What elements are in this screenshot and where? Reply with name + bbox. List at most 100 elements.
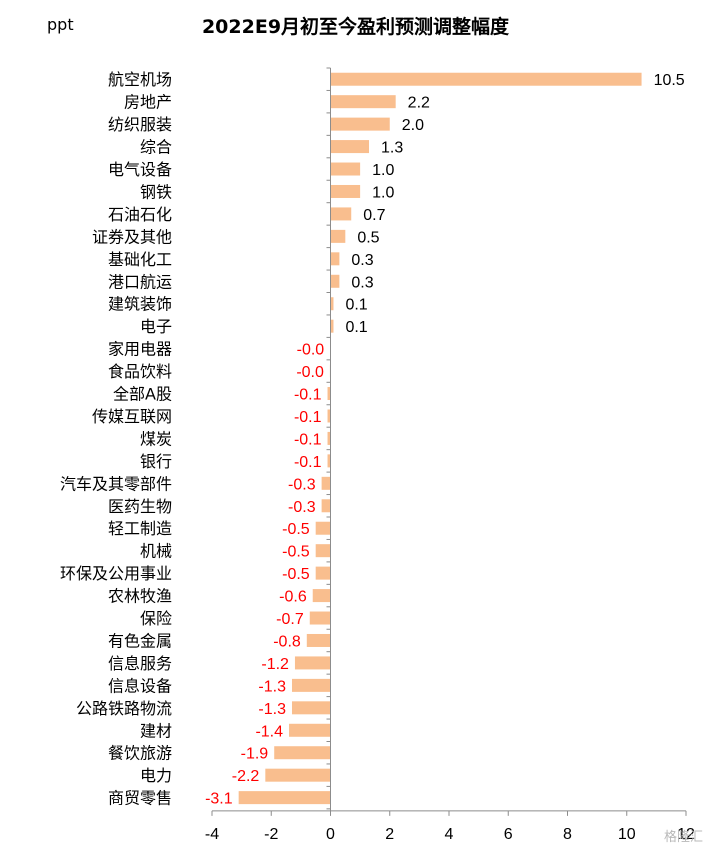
category-label: 汽车及其零部件 xyxy=(60,474,172,493)
category-label: 电气设备 xyxy=(108,160,172,179)
data-label: -0.1 xyxy=(294,454,322,471)
data-label: 0.5 xyxy=(357,229,379,246)
data-label: -0.5 xyxy=(282,521,310,538)
unit-label: ppt xyxy=(47,15,74,34)
watermark: 格隆汇 xyxy=(663,830,703,845)
category-label: 煤炭 xyxy=(140,429,172,448)
bar xyxy=(330,140,370,154)
category-label: 公路铁路物流 xyxy=(76,699,172,718)
data-label: -0.1 xyxy=(294,387,322,404)
data-label: -2.2 xyxy=(232,768,260,785)
bar xyxy=(274,746,331,760)
x-tick-label: -4 xyxy=(205,826,219,843)
bar xyxy=(330,252,340,266)
bar xyxy=(315,544,331,558)
data-label: -3.1 xyxy=(205,791,233,808)
category-label: 银行 xyxy=(140,452,172,471)
data-label: -0.1 xyxy=(294,409,322,426)
category-label: 建筑装饰 xyxy=(108,295,172,314)
data-label: -0.0 xyxy=(297,342,325,359)
bar xyxy=(265,768,331,782)
category-label: 钢铁 xyxy=(140,182,172,201)
data-label: -1.4 xyxy=(255,723,283,740)
x-tick-label: 8 xyxy=(563,826,572,843)
data-label: 1.0 xyxy=(372,162,394,179)
data-label: -0.7 xyxy=(276,611,304,628)
category-label: 港口航运 xyxy=(108,272,172,291)
chart-title: 2022E9月初至今盈利预测调整幅度 xyxy=(201,16,510,38)
category-label: 基础化工 xyxy=(108,250,172,269)
bar xyxy=(330,95,396,109)
data-label: 0.3 xyxy=(351,274,373,291)
data-label: -0.1 xyxy=(294,431,322,448)
x-tick-label: -2 xyxy=(264,826,278,843)
category-label: 信息设备 xyxy=(108,676,172,695)
category-label: 农林牧渔 xyxy=(108,587,172,606)
bar xyxy=(330,229,346,243)
bar xyxy=(321,476,331,490)
data-label: -0.5 xyxy=(282,544,310,561)
bar xyxy=(330,297,334,311)
bar xyxy=(321,499,331,513)
category-label: 信息服务 xyxy=(108,654,172,673)
data-label: 10.5 xyxy=(654,72,685,89)
data-label: 0.1 xyxy=(345,297,367,314)
x-tick-label: 2 xyxy=(385,826,394,843)
category-label: 有色金属 xyxy=(108,631,172,650)
x-tick-label: 6 xyxy=(504,826,513,843)
bar xyxy=(330,207,352,221)
bar xyxy=(327,409,331,423)
bar xyxy=(330,162,361,176)
category-label: 食品饮料 xyxy=(108,362,172,381)
category-label: 房地产 xyxy=(124,93,172,112)
bar xyxy=(327,431,331,445)
data-label: -1.3 xyxy=(258,678,286,695)
category-label: 建材 xyxy=(140,721,172,740)
x-tick-label: 0 xyxy=(326,826,335,843)
data-label: -0.6 xyxy=(279,589,307,606)
data-label: 0.1 xyxy=(345,319,367,336)
bar xyxy=(289,723,331,737)
bar xyxy=(330,72,642,86)
data-label: 1.3 xyxy=(381,140,403,157)
x-tick-label: 12 xyxy=(677,826,695,843)
category-label: 航空机场 xyxy=(108,70,172,89)
category-label: 传媒互联网 xyxy=(92,407,172,426)
bar xyxy=(330,184,361,198)
data-label: -0.3 xyxy=(288,476,316,493)
data-label: -0.5 xyxy=(282,566,310,583)
bar xyxy=(238,791,331,805)
bar xyxy=(315,566,331,580)
category-label: 轻工制造 xyxy=(108,519,172,538)
bar xyxy=(306,633,331,647)
bar xyxy=(294,656,331,670)
data-label: 2.0 xyxy=(402,117,424,134)
data-label: -1.9 xyxy=(241,746,269,763)
category-label: 纺织服装 xyxy=(108,115,172,134)
category-label: 餐饮旅游 xyxy=(108,744,172,763)
data-label: -1.2 xyxy=(261,656,289,673)
category-label: 电力 xyxy=(140,766,172,785)
data-label: -0.3 xyxy=(288,499,316,516)
category-label: 证券及其他 xyxy=(92,227,172,246)
bar xyxy=(327,387,331,401)
category-label: 医药生物 xyxy=(108,497,172,516)
category-label: 保险 xyxy=(140,609,172,628)
bar xyxy=(291,701,331,715)
bar xyxy=(330,274,340,288)
bar xyxy=(327,454,331,468)
data-label: -1.3 xyxy=(258,701,286,718)
category-label: 综合 xyxy=(140,138,172,157)
category-label: 环保及公用事业 xyxy=(60,564,172,583)
data-label: -0.8 xyxy=(273,633,301,650)
data-label: 2.2 xyxy=(408,95,430,112)
bar xyxy=(330,319,334,333)
category-label: 机械 xyxy=(140,542,172,561)
x-tick-label: 10 xyxy=(618,826,636,843)
bar xyxy=(291,678,331,692)
data-label: 0.3 xyxy=(351,252,373,269)
data-label: 0.7 xyxy=(363,207,385,224)
bar xyxy=(330,117,390,131)
bar xyxy=(309,611,331,625)
